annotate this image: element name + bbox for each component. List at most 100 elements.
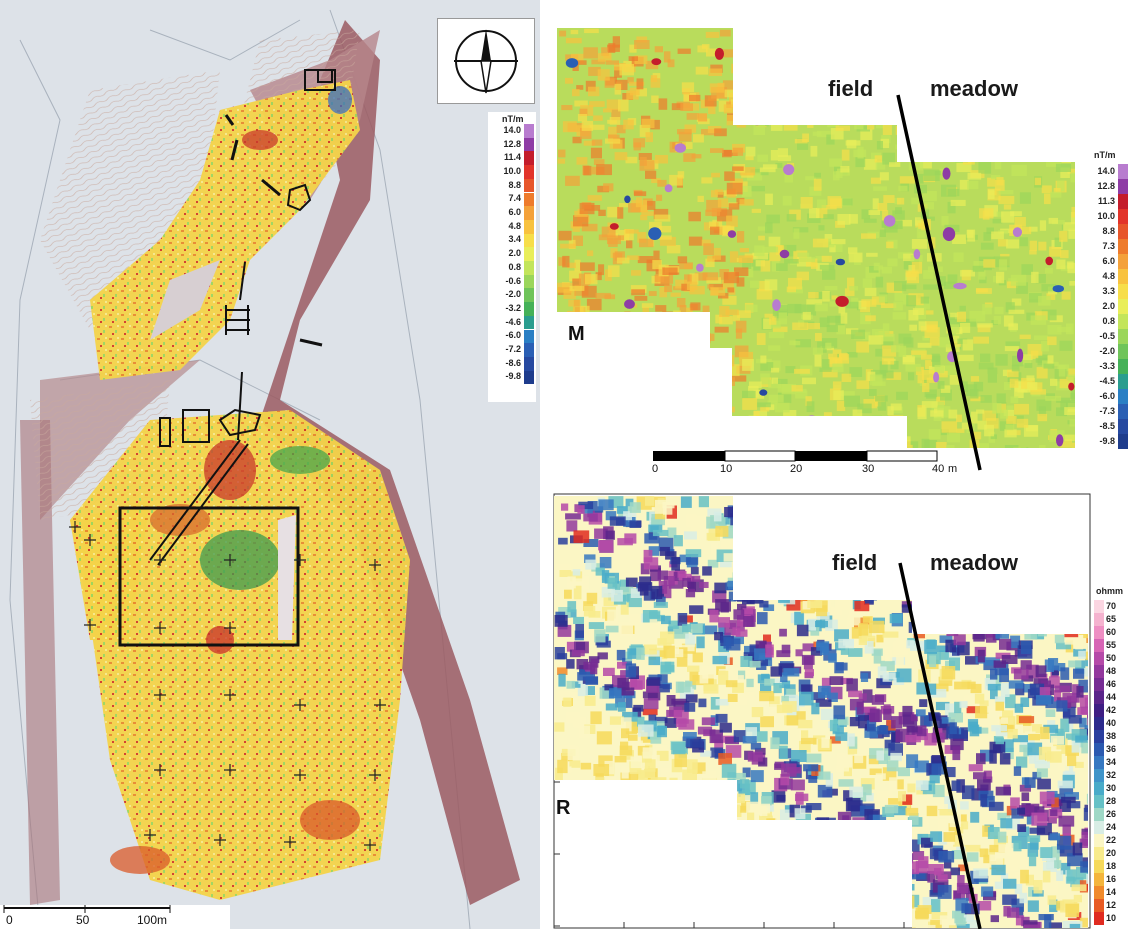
mag-texture-cell (993, 143, 1002, 149)
mag-texture-cell (1039, 220, 1047, 231)
res-texture-cell (763, 908, 779, 921)
res-texture-cell (608, 897, 620, 910)
res-texture-cell (794, 873, 808, 885)
res-texture-cell (699, 859, 708, 869)
legend-swatch (1118, 224, 1128, 239)
res-texture-cell (1042, 870, 1051, 883)
res-texture-cell (886, 527, 897, 538)
res-texture-cell (784, 906, 797, 913)
res-texture-cell (604, 877, 613, 887)
res-texture-cell (1044, 659, 1054, 672)
res-texture-cell (757, 880, 767, 889)
focus-box (118, 506, 300, 647)
mag-texture-cell (860, 129, 873, 141)
mag-texture-cell (963, 32, 971, 45)
legend-value: 14.0 (1097, 165, 1115, 176)
res-texture-cell (937, 884, 952, 899)
res-texture-cell (572, 578, 584, 586)
mag-texture-cell (639, 396, 651, 403)
mag-texture-cell (589, 101, 605, 107)
mag-texture-cell (734, 267, 749, 276)
mag-texture-cell (653, 208, 669, 220)
mag-texture-cell (993, 316, 1001, 325)
mag-texture-cell (750, 435, 762, 446)
mag-texture-cell (904, 42, 917, 48)
res-texture-cell (579, 816, 589, 827)
mag-texture-cell (677, 171, 685, 179)
mag-texture-cell (948, 409, 958, 419)
mag-anomaly-dot (759, 389, 768, 396)
mag-texture-cell (914, 89, 927, 96)
res-texture-cell (808, 900, 824, 914)
res-texture-cell (567, 601, 577, 613)
mag-texture-cell (900, 436, 911, 442)
res-texture-cell (873, 861, 886, 870)
res-texture-cell (1018, 860, 1027, 868)
mag-texture-cell (1003, 204, 1012, 210)
mag-texture-cell (998, 112, 1011, 119)
mag-texture-cell (1025, 425, 1038, 432)
mag-texture-cell (1011, 364, 1020, 372)
mag-texture-cell (677, 129, 692, 135)
res-texture-cell (1047, 817, 1057, 824)
mag-texture-cell (682, 142, 693, 149)
mag-texture-cell (812, 109, 828, 114)
mag-texture-cell (762, 164, 778, 169)
res-texture-cell (728, 897, 744, 910)
res-texture-cell (595, 567, 605, 576)
mag-texture-cell (576, 157, 588, 165)
mag-texture-cell (878, 331, 894, 337)
mag-texture-cell (940, 389, 952, 401)
res-texture-cell (877, 666, 887, 679)
mag-texture-cell (776, 263, 788, 271)
mag-texture-cell (1038, 241, 1047, 251)
res-texture-cell (626, 810, 642, 818)
mag-texture-cell (762, 246, 779, 253)
res-texture-cell (845, 496, 858, 504)
res-texture-cell (1062, 706, 1076, 718)
res-texture-cell (1048, 582, 1064, 595)
res-texture-cell (938, 851, 955, 863)
legend-value: 12.8 (503, 138, 521, 149)
res-texture-cell (973, 868, 988, 879)
mag-texture-cell (650, 75, 658, 82)
res-texture-cell (1004, 526, 1012, 539)
res-texture-cell (821, 737, 830, 748)
mag-texture-cell (671, 362, 681, 368)
res-texture-cell (829, 718, 838, 732)
res-texture-cell (1087, 713, 1088, 726)
res-texture-cell (762, 570, 771, 582)
legend-value: 50 (1106, 652, 1117, 663)
res-texture-cell (795, 791, 804, 805)
res-texture-cell (884, 650, 893, 662)
res-texture-cell (684, 837, 698, 849)
mag-texture-cell (1031, 84, 1038, 90)
res-texture-cell (592, 809, 609, 821)
res-texture-cell (630, 900, 641, 907)
res-texture-cell (802, 601, 811, 610)
res-texture-cell (657, 570, 669, 580)
res-texture-cell (956, 923, 970, 928)
m-scale-tick-40: 40 (932, 463, 945, 475)
res-texture-cell (1034, 575, 1044, 583)
res-texture-cell (794, 611, 804, 626)
res-texture-cell (937, 874, 948, 882)
res-texture-cell (697, 842, 714, 852)
res-texture-cell (659, 546, 670, 556)
mag-texture-cell (809, 186, 822, 196)
res-texture-cell (732, 506, 743, 518)
mag-texture-cell (809, 49, 818, 60)
res-texture-cell (845, 862, 855, 876)
mag-texture-cell (561, 105, 573, 111)
res-texture-cell (1011, 530, 1021, 537)
mag-texture-cell (778, 312, 787, 325)
res-texture-cell (784, 883, 793, 896)
mag-texture-cell (1059, 231, 1068, 242)
mag-texture-cell (946, 444, 955, 448)
res-texture-cell (710, 697, 720, 710)
mag-texture-cell (822, 439, 829, 448)
mag-texture-cell (859, 58, 869, 67)
res-texture-cell (821, 677, 831, 692)
mag-texture-cell (1035, 115, 1048, 124)
res-texture-cell (566, 873, 577, 884)
